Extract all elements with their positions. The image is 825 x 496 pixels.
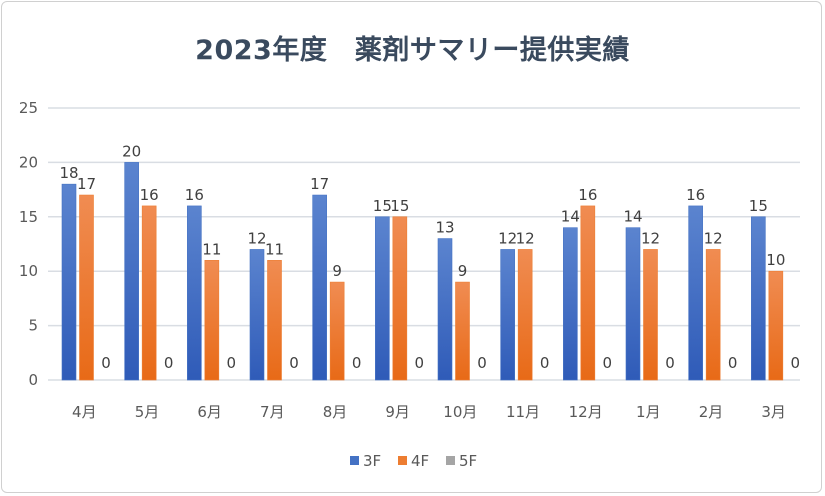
bar-3F-8月 [312,194,327,381]
data-label: 12 [516,229,535,247]
data-label: 16 [140,186,159,204]
data-label: 17 [310,175,329,193]
data-label: 15 [373,197,392,215]
x-tick-label: 2月 [699,403,724,421]
data-label: 0 [603,354,613,372]
data-label: 13 [435,219,454,237]
data-label: 18 [59,164,78,182]
bar-3F-4月 [61,183,77,381]
x-tick-label: 11月 [506,403,540,421]
bar-4F-11月 [517,249,533,381]
data-label: 12 [498,229,517,247]
data-label: 0 [791,354,801,372]
bar-3F-7月 [249,249,265,381]
bar-3F-11月 [500,249,515,381]
bar-3F-10月 [437,238,453,381]
data-label: 12 [641,229,660,247]
bar-4F-8月 [329,281,345,381]
legend-label: 4F [411,452,429,470]
bar-4F-4月 [79,194,94,381]
x-tick-label: 9月 [385,403,410,421]
bar-4F-1月 [643,249,658,381]
data-label: 0 [101,354,111,372]
data-label: 0 [540,354,550,372]
data-label: 20 [122,142,141,160]
data-label: 9 [458,262,468,280]
legend-swatch-4F [398,456,407,465]
y-tick-label: 10 [19,262,38,280]
x-tick-label: 12月 [569,403,603,421]
x-tick-label: 8月 [323,403,348,421]
y-tick-label: 0 [28,371,38,389]
bar-3F-2月 [688,205,703,381]
legend-label: 3F [363,452,381,470]
bar-4F-9月 [392,216,408,381]
data-label: 10 [766,251,785,269]
data-label: 0 [352,354,362,372]
bar-3F-5月 [124,162,139,381]
legend-label: 5F [459,452,477,470]
bar-4F-5月 [141,205,157,381]
x-tick-label: 7月 [260,403,285,421]
y-tick-label: 20 [19,153,38,171]
data-label: 0 [665,354,675,372]
data-label: 0 [415,354,425,372]
data-label: 14 [623,208,642,226]
x-tick-label: 10月 [443,403,477,421]
bar-4F-10月 [455,281,470,381]
data-label: 0 [477,354,487,372]
chart-title: 2023年度 薬剤サマリー提供実績 [195,35,630,66]
data-label: 16 [686,186,705,204]
data-label: 14 [561,208,580,226]
bar-4F-3月 [768,270,784,381]
data-label: 9 [332,262,342,280]
legend-swatch-5F [446,456,455,465]
bar-3F-12月 [563,227,578,381]
data-label: 12 [704,229,723,247]
bar-4F-6月 [204,260,220,381]
data-label: 0 [227,354,237,372]
y-tick-label: 15 [19,208,38,226]
data-label: 11 [202,240,221,258]
data-label: 0 [164,354,174,372]
x-tick-label: 4月 [72,403,97,421]
data-label: 15 [749,197,768,215]
bar-4F-12月 [580,205,596,381]
x-tick-label: 1月 [636,403,661,421]
bar-3F-1月 [625,227,641,381]
data-label: 0 [289,354,299,372]
x-tick-label: 5月 [135,403,160,421]
data-label: 16 [185,186,204,204]
legend-swatch-3F [350,456,359,465]
x-tick-label: 6月 [197,403,222,421]
data-label: 11 [265,240,284,258]
data-label: 12 [247,229,266,247]
y-tick-label: 5 [28,317,38,335]
data-label: 17 [77,175,96,193]
data-label: 15 [390,197,409,215]
bar-3F-3月 [751,216,766,381]
bar-4F-7月 [267,260,282,381]
y-tick-label: 25 [19,99,38,117]
bar-3F-6月 [187,205,202,381]
bar-3F-9月 [375,216,390,381]
data-label: 16 [578,186,597,204]
bar-4F-2月 [705,249,721,381]
x-tick-label: 3月 [761,403,786,421]
data-label: 0 [728,354,738,372]
